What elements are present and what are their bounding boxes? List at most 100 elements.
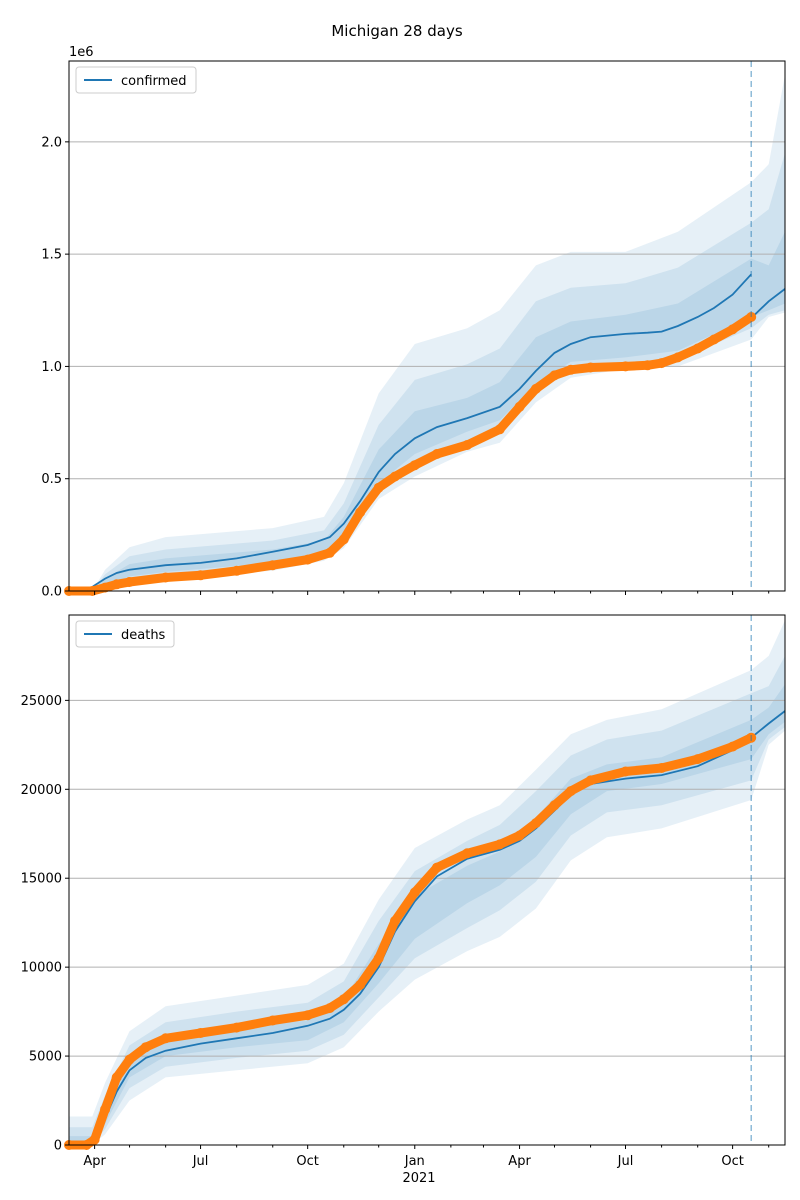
deaths-observed-point [409,887,420,898]
confirmed-observed-point [656,358,667,369]
deaths-observed-point [140,1042,151,1053]
deaths-y-axis: 0 5000 10000 15000 20000 25000 [21,694,69,1154]
confirmed-observed-point [692,343,703,354]
deaths-observed-point [620,766,631,777]
figure-title: Michigan 28 days [331,22,462,40]
confirmed-ytick-label: 2.0 [41,135,62,150]
deaths-observed-point [390,915,400,926]
deaths-ytick-label: 10000 [21,961,62,976]
deaths-ytick-label: 15000 [21,872,62,887]
confirmed-observed-point [565,364,576,375]
confirmed-series [69,273,786,592]
confirmed-observed-point [462,440,473,450]
confirmed-observed-point [549,370,560,381]
deaths-ytick-label: 5000 [29,1050,62,1065]
confirmed-uncertainty-bands [69,74,785,591]
deaths-observed-point [549,800,560,811]
deaths-observed-point [462,848,473,859]
deaths-x-axis: Apr Jul Oct Jan Apr Jul Oct [83,1145,770,1169]
confirmed-offset-text: 1e6 [69,45,94,60]
x-tick-label: Jul [617,1154,634,1169]
deaths-observed-point [89,1134,100,1145]
confirmed-observed-point [494,424,505,435]
confirmed-observed-point [355,507,366,518]
confirmed-observed-point [160,572,171,583]
deaths-observed-point [338,994,349,1005]
deaths-axes-frame [68,614,786,1146]
deaths-legend: deaths [75,620,175,648]
confirmed-model-line [69,273,752,592]
confirmed-observed-point [672,352,683,363]
deaths-observed-point [324,1003,335,1014]
confirmed-observed-point [390,471,400,482]
x-axis-year-label: 2021 [402,1171,435,1186]
confirmed-band-3 [69,231,785,591]
confirmed-observed-point [267,560,278,571]
confirmed-axes-frame [68,60,786,592]
deaths-observed-point [565,786,576,797]
confirmed-forecast-line [750,288,786,319]
confirmed-observed-point [431,449,442,459]
x-tick-label: Jul [192,1154,209,1169]
confirmed-x-axis [94,591,770,595]
confirmed-observed-point [195,570,206,581]
confirmed-legend-label: confirmed [121,74,187,89]
deaths-legend-box [75,620,175,648]
deaths-observed-point [111,1072,122,1083]
x-tick-label: Oct [296,1154,318,1169]
deaths-observed-point [494,839,505,850]
deaths-ytick-label: 0 [54,1139,62,1154]
confirmed-observed-point [409,460,420,471]
deaths-observed-point [160,1033,171,1044]
deaths-observed-point [514,830,525,841]
confirmed-ytick-label: 1.5 [41,248,62,263]
confirmed-observed-point [302,554,313,565]
deaths-observed-point [267,1015,278,1026]
confirmed-observed-point [727,324,738,335]
deaths-observed-point [373,953,384,964]
confirmed-observed-point [530,383,541,394]
confirmed-ytick-label: 0.5 [41,472,62,487]
deaths-forecast-line [750,710,786,739]
confirmed-gridlines [69,141,785,480]
confirmed-legend: confirmed [75,66,197,94]
confirmed-ytick-label: 1.0 [41,360,62,375]
deaths-observed-point [355,979,366,990]
deaths-observed-point [124,1054,135,1065]
confirmed-panel: 0.0 0.5 1.0 1.5 2.0 1e6 confirmed [41,45,786,600]
confirmed-observed-point [585,362,596,373]
confirmed-observed-point [324,547,335,558]
deaths-observed-point [195,1028,206,1038]
confirmed-observed-point [231,565,242,576]
confirmed-observed-point [642,360,653,371]
deaths-observed-point [530,818,541,829]
deaths-ytick-label: 20000 [21,783,62,798]
deaths-observed-point [692,754,703,765]
deaths-legend-label: deaths [121,628,166,643]
confirmed-observed-point [124,577,135,587]
confirmed-observed-point [709,334,719,345]
confirmed-observed-point [514,401,525,412]
deaths-observed-point [431,862,442,873]
confirmed-observed-point [373,482,384,493]
confirmed-observed-point [338,534,349,545]
confirmed-observed-point [100,582,111,593]
x-tick-label: Oct [721,1154,743,1169]
deaths-observed-point [100,1104,111,1115]
confirmed-observed-point [111,579,122,590]
deaths-ytick-label: 25000 [21,694,62,709]
deaths-observed-point [656,763,667,773]
deaths-observed-point [231,1022,242,1033]
confirmed-ytick-label: 0.0 [41,585,62,600]
deaths-observed-points [64,732,757,1150]
x-tick-label: Jan [404,1154,425,1169]
x-tick-label: Apr [508,1154,531,1169]
confirmed-y-axis: 0.0 0.5 1.0 1.5 2.0 [41,135,69,600]
confirmed-legend-box [75,66,197,94]
deaths-observed-point [585,775,596,786]
confirmed-observed-point [620,361,631,372]
deaths-observed-point [302,1010,313,1021]
x-tick-label: Apr [83,1154,106,1169]
